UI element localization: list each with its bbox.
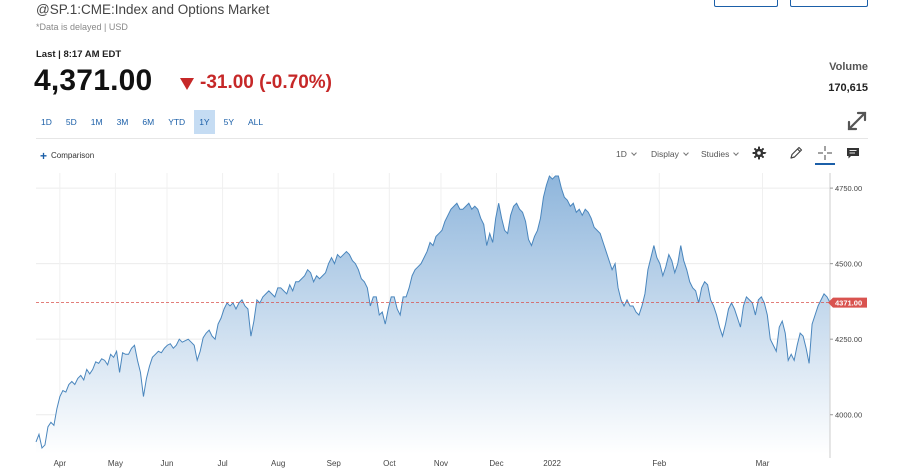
x-tick-label: Mar: [756, 459, 770, 468]
range-button-1d[interactable]: 1D: [41, 117, 52, 127]
header-action-button-2[interactable]: [790, 0, 868, 7]
comparison-label: Comparison: [51, 151, 95, 160]
range-button-1y[interactable]: 1Y: [194, 110, 215, 134]
header-title: @SP.1:CME:Index and Options Market: [36, 2, 270, 17]
price-change-value: -31.00 (-0.70%): [200, 72, 333, 93]
x-tick-label: May: [108, 459, 123, 468]
x-tick-label: Jun: [161, 459, 174, 468]
range-selector: 1D 5D 1M 3M 6M YTD 1Y 5Y ALL: [36, 110, 272, 134]
price-line: [35, 175, 831, 449]
price-change: -31.00 (-0.70%): [180, 72, 332, 94]
header-divider: [36, 138, 868, 139]
header-action-button-1[interactable]: [714, 0, 778, 7]
price-area: [36, 176, 830, 454]
range-button-ytd[interactable]: YTD: [168, 117, 186, 127]
last-price-tag: 4371.00: [828, 297, 867, 308]
comment-icon[interactable]: [845, 145, 861, 161]
range-button-all[interactable]: ALL: [248, 117, 264, 127]
last-price-tag-label: 4371.00: [835, 299, 862, 308]
interval-dropdown[interactable]: 1D: [616, 149, 637, 159]
expand-icon[interactable]: [846, 110, 868, 132]
range-button-3m[interactable]: 3M: [116, 117, 129, 127]
chevron-down-icon: [631, 150, 637, 156]
range-button-5d[interactable]: 5D: [65, 117, 77, 127]
pencil-icon[interactable]: [788, 145, 804, 161]
plus-icon: +: [40, 148, 48, 163]
tool-selected-underline: [815, 163, 835, 165]
chevron-down-icon: [733, 150, 740, 156]
display-label: Display: [651, 149, 679, 159]
studies-dropdown[interactable]: Studies: [701, 149, 740, 159]
volume-label: Volume: [829, 61, 868, 73]
x-tick-label: Jul: [217, 459, 227, 468]
x-tick-label: Oct: [383, 459, 396, 468]
price-chart[interactable]: 4000.00 4250.00 4500.00 4750.00 Apr May Jun Ju…: [0, 165, 900, 476]
data-delay-notice: *Data is delayed | USD: [36, 22, 128, 32]
last-price-tag-shape: [828, 297, 867, 308]
chevron-down-icon: [683, 150, 689, 156]
display-dropdown[interactable]: Display: [651, 149, 689, 159]
y-tick-label: 4000.00: [835, 411, 862, 420]
crosshair-icon[interactable]: [817, 145, 833, 161]
comparison-button[interactable]: + Comparison: [40, 148, 95, 163]
last-price: 4,371.00: [34, 64, 153, 97]
y-tick-label: 4500.00: [835, 260, 862, 269]
gear-icon[interactable]: [752, 145, 768, 161]
x-tick-label: Dec: [489, 459, 503, 468]
last-update-label: Last | 8:17 AM EDT: [36, 49, 122, 60]
x-tick-label: Aug: [271, 459, 285, 468]
volume-value: 170,615: [828, 82, 868, 94]
y-tick-label: 4250.00: [835, 335, 862, 344]
x-tick-label: Sep: [327, 459, 342, 468]
x-tick-label: 2022: [543, 459, 561, 468]
studies-label: Studies: [701, 149, 730, 159]
y-tick-label: 4750.00: [835, 184, 862, 193]
range-button-5y[interactable]: 5Y: [223, 117, 234, 127]
range-button-1m[interactable]: 1M: [90, 117, 103, 127]
x-tick-label: Apr: [54, 459, 67, 468]
interval-label: 1D: [616, 149, 627, 159]
range-button-6m[interactable]: 6M: [142, 117, 155, 127]
x-tick-label: Feb: [652, 459, 666, 468]
down-arrow-icon: [180, 78, 194, 90]
x-tick-label: Nov: [434, 459, 448, 468]
